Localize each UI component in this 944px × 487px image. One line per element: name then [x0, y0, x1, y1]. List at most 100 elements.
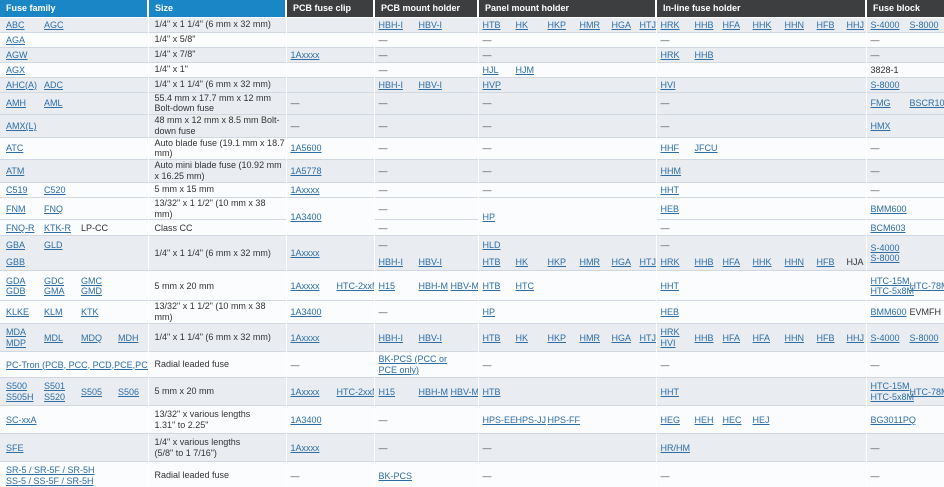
part-link[interactable]: HTC-2xxM: [336, 280, 375, 291]
part-link[interactable]: HHM: [660, 166, 682, 177]
part-link[interactable]: 1Axxxx: [290, 280, 320, 291]
part-link[interactable]: HRK: [660, 327, 680, 338]
part-link[interactable]: HTC-5x8M: [870, 285, 915, 296]
part-link[interactable]: KTK: [81, 307, 99, 318]
part-link[interactable]: AGC: [44, 19, 64, 30]
part-link[interactable]: HHF: [660, 143, 680, 154]
part-link[interactable]: GDC: [44, 275, 64, 286]
part-link[interactable]: HVI: [660, 337, 676, 348]
part-link[interactable]: HTJ: [639, 256, 657, 267]
part-link[interactable]: SS-5 / SS-5F / SR-5H: [6, 475, 94, 486]
part-link[interactable]: HJM: [515, 64, 535, 75]
part-link[interactable]: HK: [515, 332, 529, 343]
part-link[interactable]: HHB: [694, 256, 714, 267]
part-link[interactable]: ABC: [6, 19, 25, 30]
part-link[interactable]: BMM600: [870, 307, 907, 318]
part-link[interactable]: S-4000: [870, 332, 900, 343]
part-link[interactable]: BK-PCS: [378, 470, 413, 481]
part-link[interactable]: HPS-FF: [547, 414, 581, 425]
part-link[interactable]: 1Axxxx: [290, 248, 320, 259]
part-link[interactable]: HTB: [482, 256, 501, 267]
part-link[interactable]: HBH-M: [418, 386, 449, 397]
part-link[interactable]: HTB: [482, 386, 501, 397]
part-link[interactable]: BCM603: [870, 222, 906, 233]
part-link[interactable]: GMA: [44, 285, 65, 296]
part-link[interactable]: MDH: [118, 332, 139, 343]
part-link[interactable]: HGA: [611, 256, 632, 267]
part-link[interactable]: H15: [378, 386, 396, 397]
part-link[interactable]: HMR: [579, 19, 601, 30]
part-link[interactable]: HHN: [784, 332, 805, 343]
part-link[interactable]: HBH-I: [378, 332, 404, 343]
part-link[interactable]: HFA: [722, 19, 741, 30]
part-link[interactable]: 1A5600: [290, 143, 322, 154]
part-link[interactable]: HBV-M: [450, 280, 479, 291]
part-link[interactable]: HBV-I: [418, 19, 443, 30]
part-link[interactable]: BK-PCS (PCC or PCE only): [378, 354, 448, 375]
part-link[interactable]: HEH: [694, 414, 714, 425]
part-link[interactable]: HHN: [784, 19, 805, 30]
part-link[interactable]: HK: [515, 19, 529, 30]
part-link[interactable]: GDB: [6, 285, 26, 296]
part-link[interactable]: FNQ-R: [6, 222, 35, 233]
part-link[interactable]: GLD: [44, 239, 63, 250]
part-link[interactable]: BSCR101: [909, 98, 944, 109]
part-link[interactable]: GMC: [81, 275, 102, 286]
part-link[interactable]: HHT: [660, 280, 680, 291]
part-link[interactable]: HFA: [722, 332, 741, 343]
part-link[interactable]: GDA: [6, 275, 26, 286]
part-link[interactable]: BMM600: [870, 203, 907, 214]
part-link[interactable]: 1A5778: [290, 166, 322, 177]
part-link[interactable]: S-8000: [909, 332, 939, 343]
part-link[interactable]: HTJ: [639, 19, 657, 30]
part-link[interactable]: HTB: [482, 19, 501, 30]
part-link[interactable]: 1A3400: [290, 414, 322, 425]
part-link[interactable]: HTB: [482, 332, 501, 343]
part-link[interactable]: HEG: [660, 414, 681, 425]
part-link[interactable]: HRK: [660, 49, 680, 60]
part-link[interactable]: FNM: [6, 203, 26, 214]
part-link[interactable]: HFB: [816, 256, 835, 267]
part-link[interactable]: BG3011PQ: [870, 414, 916, 425]
part-link[interactable]: HEB: [660, 307, 680, 318]
part-link[interactable]: HBH-I: [378, 79, 404, 90]
part-link[interactable]: H15: [378, 280, 396, 291]
part-link[interactable]: ATC: [6, 143, 24, 154]
part-link[interactable]: S-4000: [870, 243, 900, 254]
part-link[interactable]: PC-Tron (PCB, PCC, PCD,PCE,PCF,PCG,PCH,P…: [6, 359, 148, 370]
part-link[interactable]: HBV-I: [418, 332, 443, 343]
part-link[interactable]: HHJ: [846, 332, 865, 343]
part-link[interactable]: MDA: [6, 327, 26, 338]
part-link[interactable]: HVI: [660, 79, 676, 90]
part-link[interactable]: HFA: [752, 332, 771, 343]
part-link[interactable]: AGX: [6, 64, 26, 75]
part-link[interactable]: GBB: [6, 256, 26, 267]
part-link[interactable]: HBV-M: [450, 386, 479, 397]
part-link[interactable]: HHN: [784, 256, 805, 267]
part-link[interactable]: ADC: [44, 79, 64, 90]
part-link[interactable]: HP: [482, 307, 496, 318]
part-link[interactable]: KTK-R: [44, 222, 71, 233]
part-link[interactable]: 1Axxxx: [290, 332, 320, 343]
part-link[interactable]: AML: [44, 98, 63, 109]
part-link[interactable]: 1Axxxx: [290, 184, 320, 195]
part-link[interactable]: 1Axxxx: [290, 49, 320, 60]
part-link[interactable]: HTC: [515, 280, 535, 291]
part-link[interactable]: HMR: [579, 332, 601, 343]
part-link[interactable]: HRK: [660, 256, 680, 267]
part-link[interactable]: HR/HM: [660, 442, 691, 453]
part-link[interactable]: S-8000: [870, 253, 900, 264]
part-link[interactable]: GBA: [6, 239, 26, 250]
part-link[interactable]: HTC-78M: [909, 386, 944, 397]
part-link[interactable]: HPS-EE: [482, 414, 517, 425]
part-link[interactable]: HFA: [722, 256, 741, 267]
part-link[interactable]: HGA: [611, 19, 632, 30]
part-link[interactable]: C519: [6, 184, 28, 195]
part-link[interactable]: HBH-I: [378, 256, 404, 267]
part-link[interactable]: AGW: [6, 49, 28, 60]
part-link[interactable]: S505H: [6, 391, 34, 402]
part-link[interactable]: HHK: [752, 256, 772, 267]
part-link[interactable]: C520: [44, 184, 66, 195]
part-link[interactable]: HKP: [547, 256, 567, 267]
part-link[interactable]: HTC-15M: [870, 381, 910, 392]
